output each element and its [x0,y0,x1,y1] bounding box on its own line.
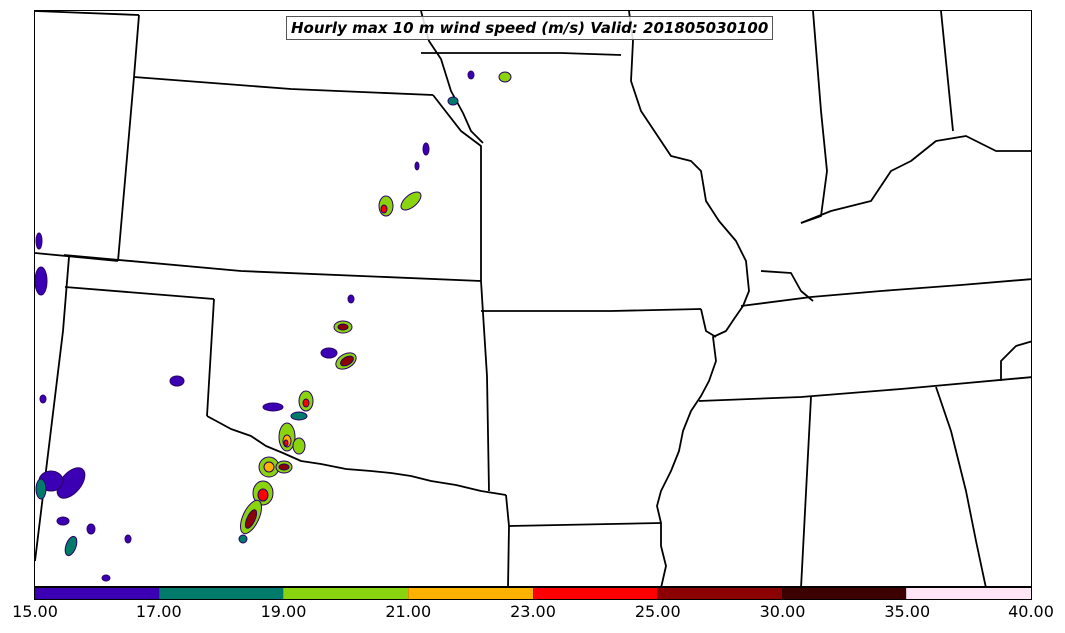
border-nm-north [64,286,215,300]
border-mississippi-river [628,11,750,586]
wind-swath [380,204,388,214]
map-panel [34,10,1032,587]
wind-swath [86,523,96,535]
colorbar-tick-label: 23.00 [510,602,556,621]
border-ks-mo [432,94,482,281]
border-in-oh [940,11,954,132]
colorbar-segment [158,588,284,599]
wind-swath [283,439,289,447]
wind-swath [56,516,70,526]
border-ks-ok [481,308,702,312]
border-ok-panhandle [206,298,215,417]
border-ok-ar [480,280,490,492]
border-mo-ar [700,308,717,338]
wind-swath [340,355,354,367]
wind-swath [347,294,355,304]
wind-swath [422,142,430,156]
border-co-south [63,254,482,282]
wind-swath [124,534,132,544]
wind-swath [169,375,185,387]
border-mo-north-river [420,11,484,144]
border-il-in [800,11,828,224]
state-borders [35,11,1031,586]
border-ar-tx [505,494,510,527]
colorbar-tick-label: 25.00 [634,602,681,621]
wind-swath [263,461,275,473]
border-co-east [117,76,135,262]
colorbar-tick-label: 30.00 [759,602,806,621]
wind-swath [64,535,78,557]
border-ar-la [508,522,662,527]
colorbar-tick-label: 15.00 [12,602,58,621]
colorbar-segment [906,588,1031,599]
border-tn-south [698,376,1031,402]
wind-swath [292,437,306,455]
wind-swath [467,70,475,80]
colorbar-segment [407,588,533,599]
wind-swath [498,71,512,83]
wind-swath [302,398,310,408]
colorbar-segment [781,588,907,599]
colorbar-tick-label: 35.00 [884,602,931,621]
border-ky-west [760,270,814,302]
border-ok-tx-red-river [206,415,507,496]
colorbar-tick-label: 40.00 [1008,602,1054,621]
border-va-tn [1000,340,1031,381]
wind-swath [101,574,111,582]
wind-swath [262,402,284,412]
border-ky-tn [740,278,1031,307]
colorbar-tick-label: 17.00 [135,602,182,621]
colorbar-segment [283,588,408,599]
border-ohio-river [800,135,1031,224]
colorbar-segment [532,588,658,599]
colorbar [34,587,1032,600]
map-title: Hourly max 10 m wind speed (m/s) Valid: … [286,16,774,40]
wind-swath [278,463,290,471]
wind-swath [56,467,86,499]
border-la-tx [507,525,510,586]
wind-swath [238,534,248,544]
border-wy-north [35,11,140,16]
wind-swath [257,488,269,502]
border-al-ga [935,386,987,586]
wind-swath [414,161,420,171]
border-wy-east [133,14,140,78]
border-ut-east [35,256,70,562]
border-ia-mo [421,52,622,56]
colorbar-tick-label: 21.00 [385,602,432,621]
wind-swath [337,323,349,331]
wind-swath [320,347,338,359]
wind-swath [39,394,47,404]
wind-swath [35,478,47,500]
wind-speed-contours [35,70,512,582]
wind-swath [35,266,48,296]
state-boundaries-map [35,11,1031,586]
border-ne-south [133,76,434,96]
wind-swath [400,191,422,211]
wind-swath [447,96,459,106]
border-ms-al [800,396,812,586]
colorbar-segment [657,588,782,599]
wind-swath [244,509,258,529]
wind-swath [35,232,43,250]
colorbar-tick-label: 19.00 [260,602,307,621]
colorbar-segment [35,588,159,599]
wind-swath [290,411,308,421]
